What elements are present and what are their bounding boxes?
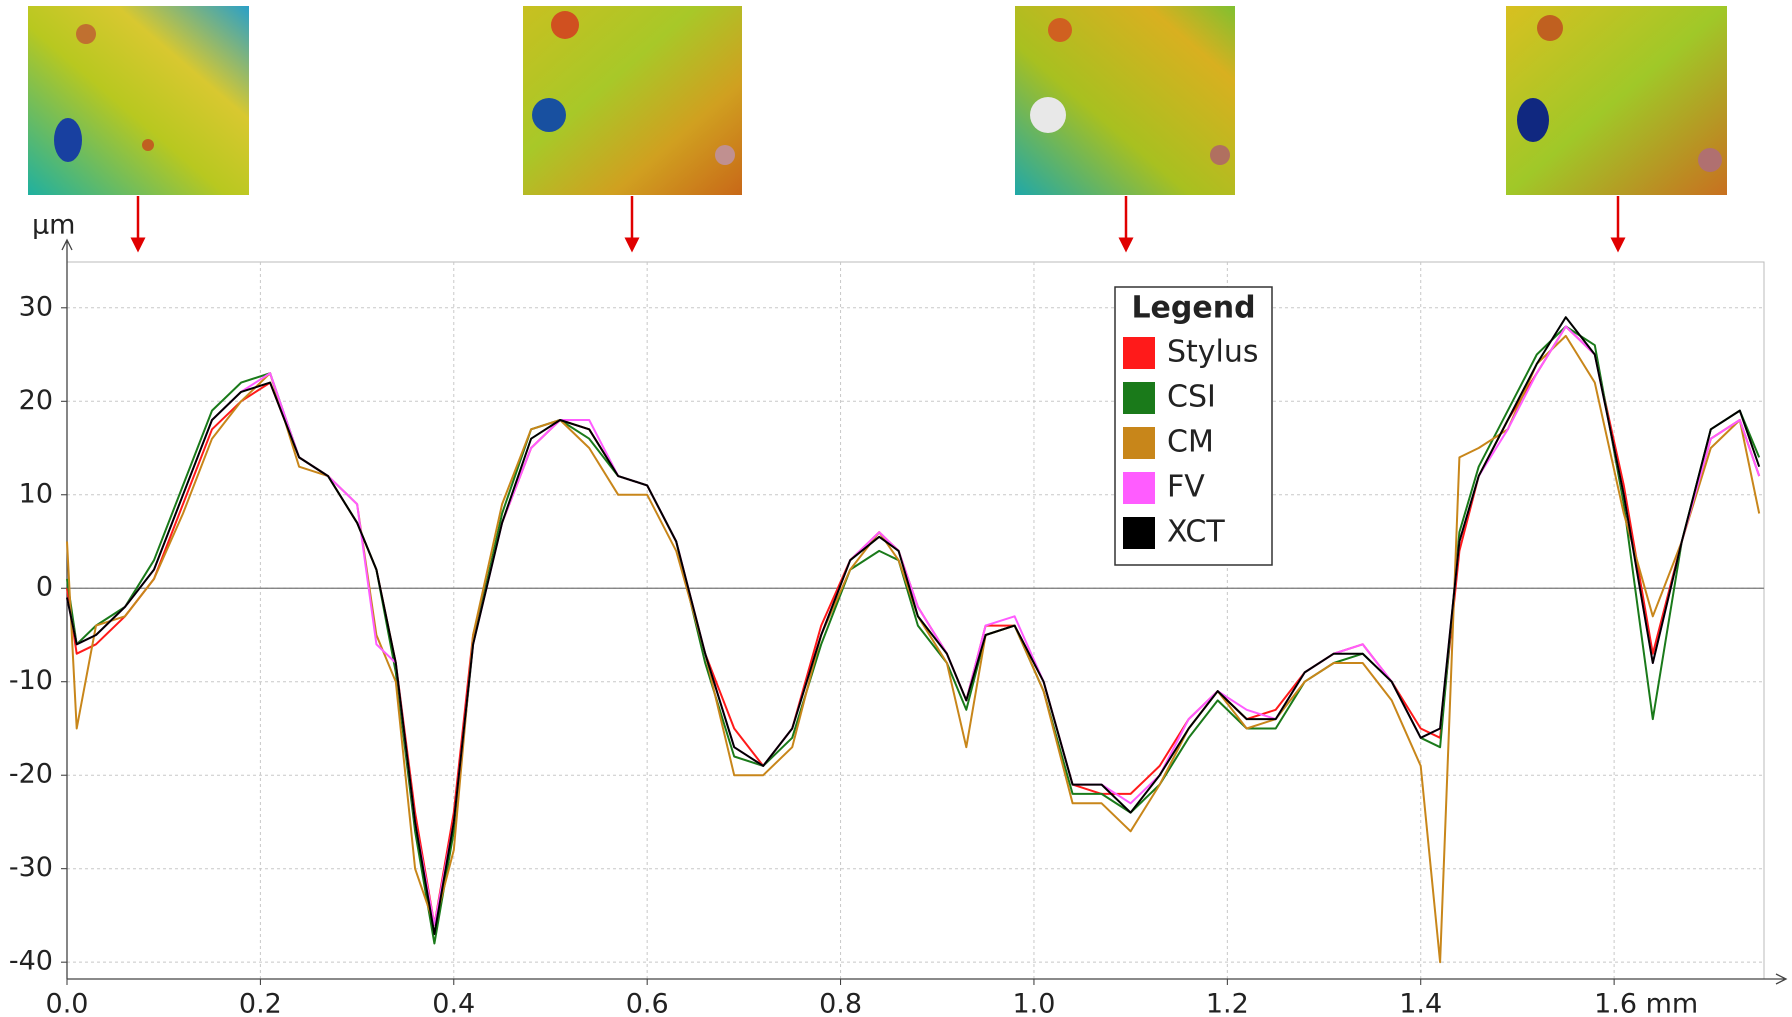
y-axis xyxy=(61,238,73,979)
pit xyxy=(1698,148,1722,172)
legend-title: Legend xyxy=(1131,291,1255,326)
legend-swatch xyxy=(1123,427,1155,459)
y-tick-label: 20 xyxy=(19,385,53,416)
x-tick-label: 0.6 xyxy=(626,989,669,1017)
x-tick-label: 0.0 xyxy=(46,989,89,1017)
pit xyxy=(142,139,154,151)
y-axis-label: µm xyxy=(32,210,75,241)
legend-swatch xyxy=(1123,337,1155,369)
y-tick-label: 0 xyxy=(36,572,53,603)
legend-label: XCT xyxy=(1167,515,1225,550)
pit xyxy=(1210,145,1230,165)
pit xyxy=(1517,98,1549,142)
pit xyxy=(1537,15,1563,41)
legend: Legend Stylus CSI CM FV XCT xyxy=(1114,286,1273,566)
y-tick-label: 10 xyxy=(19,478,53,509)
legend-swatch xyxy=(1123,517,1155,549)
legend-label: CSI xyxy=(1167,380,1216,415)
y-tick-label: -20 xyxy=(9,759,53,790)
legend-swatch xyxy=(1123,382,1155,414)
series-line xyxy=(66,316,1761,936)
pit xyxy=(532,98,566,132)
x-tick-label: 0.4 xyxy=(432,989,475,1017)
x-tick-label: 0.2 xyxy=(239,989,282,1017)
pit xyxy=(1030,97,1066,133)
y-tick-label: -30 xyxy=(9,852,53,883)
legend-label: FV xyxy=(1167,470,1205,505)
pit xyxy=(1048,18,1072,42)
pit xyxy=(715,145,735,165)
pit xyxy=(76,24,96,44)
legend-swatch xyxy=(1123,472,1155,504)
legend-label: Stylus xyxy=(1167,335,1259,370)
legend-label: CM xyxy=(1167,425,1214,460)
series-line xyxy=(66,325,1761,945)
thumbnail xyxy=(28,6,249,195)
x-tick-label: 0.8 xyxy=(819,989,862,1017)
pit xyxy=(551,11,579,39)
x-axis xyxy=(67,973,1788,985)
x-tick-label: 1.6 mm xyxy=(1594,989,1698,1017)
y-tick-label: -10 xyxy=(9,665,53,696)
x-tick-label: 1.0 xyxy=(1012,989,1055,1017)
x-tick-label: 1.2 xyxy=(1206,989,1249,1017)
arrows xyxy=(130,196,1626,253)
y-tick-label: 30 xyxy=(19,291,53,322)
x-tick-label: 1.4 xyxy=(1399,989,1442,1017)
y-tick-label: -40 xyxy=(9,946,53,977)
thumbnails xyxy=(28,6,1727,195)
pit xyxy=(54,118,82,162)
